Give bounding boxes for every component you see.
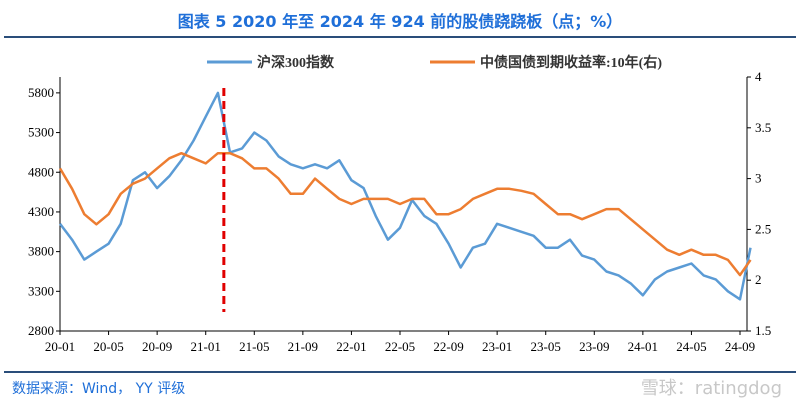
x-tick-label: 23-09	[579, 339, 609, 354]
chart-title: 图表 5 2020 年至 2024 年 924 前的股债跷跷板（点；%）	[177, 12, 623, 31]
x-tick-label: 21-01	[191, 339, 221, 354]
right-tick-label: 3	[755, 171, 762, 186]
right-tick-label: 1.5	[755, 323, 771, 338]
left-tick-label: 3300	[28, 283, 54, 298]
x-tick-label: 20-09	[142, 339, 172, 354]
x-tick-label: 21-09	[288, 339, 318, 354]
watermark: 雪球：ratingdog	[640, 378, 782, 399]
left-tick-label: 4800	[28, 164, 54, 179]
left-tick-label: 3800	[28, 244, 54, 259]
source-note: 数据来源：Wind， YY 评级	[12, 381, 186, 397]
right-tick-label: 3.5	[755, 120, 771, 135]
left-tick-label: 4300	[28, 204, 54, 219]
x-tick-label: 20-01	[45, 339, 75, 354]
x-tick-label: 24-05	[676, 339, 706, 354]
x-tick-label: 22-09	[433, 339, 463, 354]
line-chart: 2800 3300 3800 4300 4800 5300 5800 1.5 2 2.5 3 3.5 4…	[28, 54, 771, 354]
left-tick-label: 5300	[28, 125, 54, 140]
x-tick-label: 24-01	[628, 339, 658, 354]
x-tick-label: 23-01	[482, 339, 512, 354]
legend-label: 沪深300指数	[257, 54, 335, 71]
x-tick-label: 22-01	[336, 339, 366, 354]
left-tick-label: 5800	[28, 85, 54, 100]
csi300-line	[59, 91, 752, 301]
right-tick-label: 4	[755, 69, 762, 84]
x-tick-label: 21-05	[239, 339, 269, 354]
x-tick-label: 24-09	[725, 339, 755, 354]
title-divider	[4, 36, 796, 38]
right-tick-label: 2	[755, 272, 762, 287]
x-tick-label: 20-05	[93, 339, 123, 354]
right-tick-label: 2.5	[755, 221, 771, 236]
x-tick-label: 22-05	[385, 339, 415, 354]
x-tick-label: 23-05	[531, 339, 561, 354]
left-tick-label: 2800	[28, 323, 54, 338]
legend-label: 中债国债到期收益率:10年(右)	[480, 54, 662, 71]
footer-divider	[4, 371, 796, 373]
bond-yield-line	[58, 151, 752, 277]
